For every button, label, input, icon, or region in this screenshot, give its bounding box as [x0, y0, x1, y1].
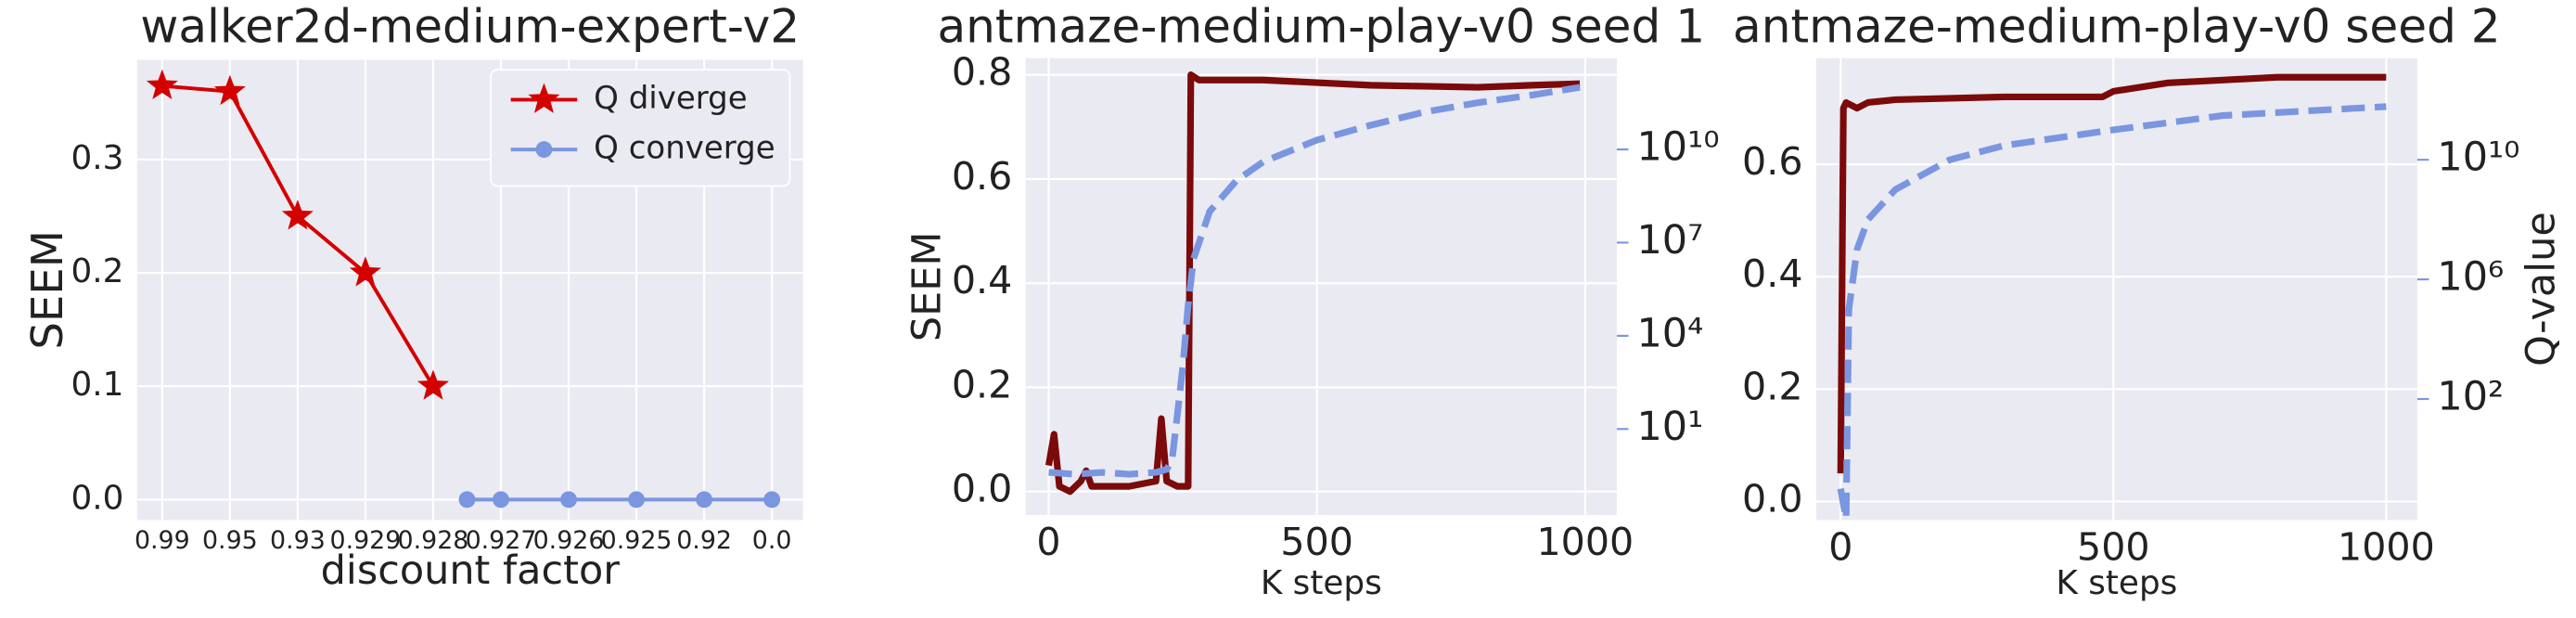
series-line [1048, 84, 1581, 478]
star-marker [281, 200, 314, 230]
y-tick-label: 0.0 [71, 479, 124, 517]
x-tick-label: 1000 [2338, 525, 2435, 570]
circle-marker [493, 491, 509, 509]
series-line [1044, 71, 1581, 496]
x-tick-label: 500 [2077, 525, 2150, 570]
x-tick-label: 0.99 [135, 526, 190, 555]
circle-marker [763, 491, 781, 509]
x-tick-label: 0.925 [601, 526, 673, 555]
y-tick-label: 0.0 [1742, 476, 1802, 521]
circle-marker [560, 491, 577, 509]
star-marker [417, 369, 449, 400]
plot-background [1815, 58, 2417, 521]
y2-axis-label: Q-value [2518, 212, 2564, 367]
series-line [1837, 103, 2387, 522]
x-tick-label: 1000 [1536, 520, 1634, 564]
x-tick-label: 0.928 [398, 526, 469, 555]
y-tick-label: 0.8 [952, 50, 1012, 95]
chart-title: walker2d-medium-expert-v2 [140, 0, 800, 54]
x-tick-label: 500 [1280, 520, 1353, 564]
y2-tick-label: 10⁶ [2437, 254, 2504, 301]
y-axis-label: SEEM [904, 232, 950, 342]
series-line [1837, 73, 2387, 474]
star-marker [146, 69, 178, 100]
plot-background [1025, 58, 1617, 516]
y2-tick-label: 10¹⁰ [2437, 135, 2519, 181]
star-marker [213, 74, 246, 106]
y-tick-label: 0.2 [952, 362, 1012, 406]
legend-marker [535, 141, 553, 159]
y2-tick-label: 10⁴ [1636, 310, 1703, 356]
y-axis-label: SEEM [22, 230, 72, 349]
star-marker [349, 256, 381, 287]
x-axis-label: discount factor [321, 547, 621, 594]
circle-marker [696, 491, 713, 509]
x-tick-label: 0.927 [466, 526, 537, 555]
x-tick-label: 0.95 [202, 526, 258, 555]
chart-title: antmaze-medium-play-v0 seed 2 [1733, 0, 2501, 54]
circle-marker [458, 491, 476, 509]
y-tick-label: 0.0 [952, 467, 1012, 511]
circle-marker [628, 491, 646, 509]
legend-marker [528, 83, 560, 113]
y-tick-label: 0.3 [71, 139, 124, 177]
y-tick-label: 0.2 [1742, 364, 1802, 408]
y2-tick-label: 10¹⁰ [1636, 124, 1719, 171]
chart-title: antmaze-medium-play-v0 seed 1 [937, 0, 1705, 54]
y-tick-label: 0.6 [1742, 139, 1802, 184]
x-tick-label: 0 [1828, 525, 1852, 570]
y2-tick-label: 10² [2437, 373, 2504, 419]
y2-tick-label: 10¹ [1636, 404, 1703, 450]
y2-tick-label: 10⁷ [1636, 217, 1703, 264]
x-axis-label: K steps [1261, 564, 1382, 602]
x-tick-label: 0.93 [270, 526, 326, 555]
x-axis-label: K steps [2056, 564, 2177, 602]
y-tick-label: 0.6 [952, 154, 1012, 199]
y-tick-label: 0.1 [71, 366, 124, 404]
x-tick-label: 0.92 [676, 526, 732, 555]
legend-label: Q converge [594, 130, 775, 167]
x-tick-label: 0.926 [533, 526, 605, 555]
legend-label: Q diverge [594, 80, 748, 117]
x-tick-label: 0.0 [752, 526, 792, 555]
x-tick-label: 0 [1036, 520, 1060, 564]
x-tick-label: 0.929 [329, 526, 401, 555]
y-tick-label: 0.2 [71, 252, 124, 290]
y-tick-label: 0.4 [952, 258, 1012, 303]
y-tick-label: 0.4 [1742, 251, 1802, 296]
